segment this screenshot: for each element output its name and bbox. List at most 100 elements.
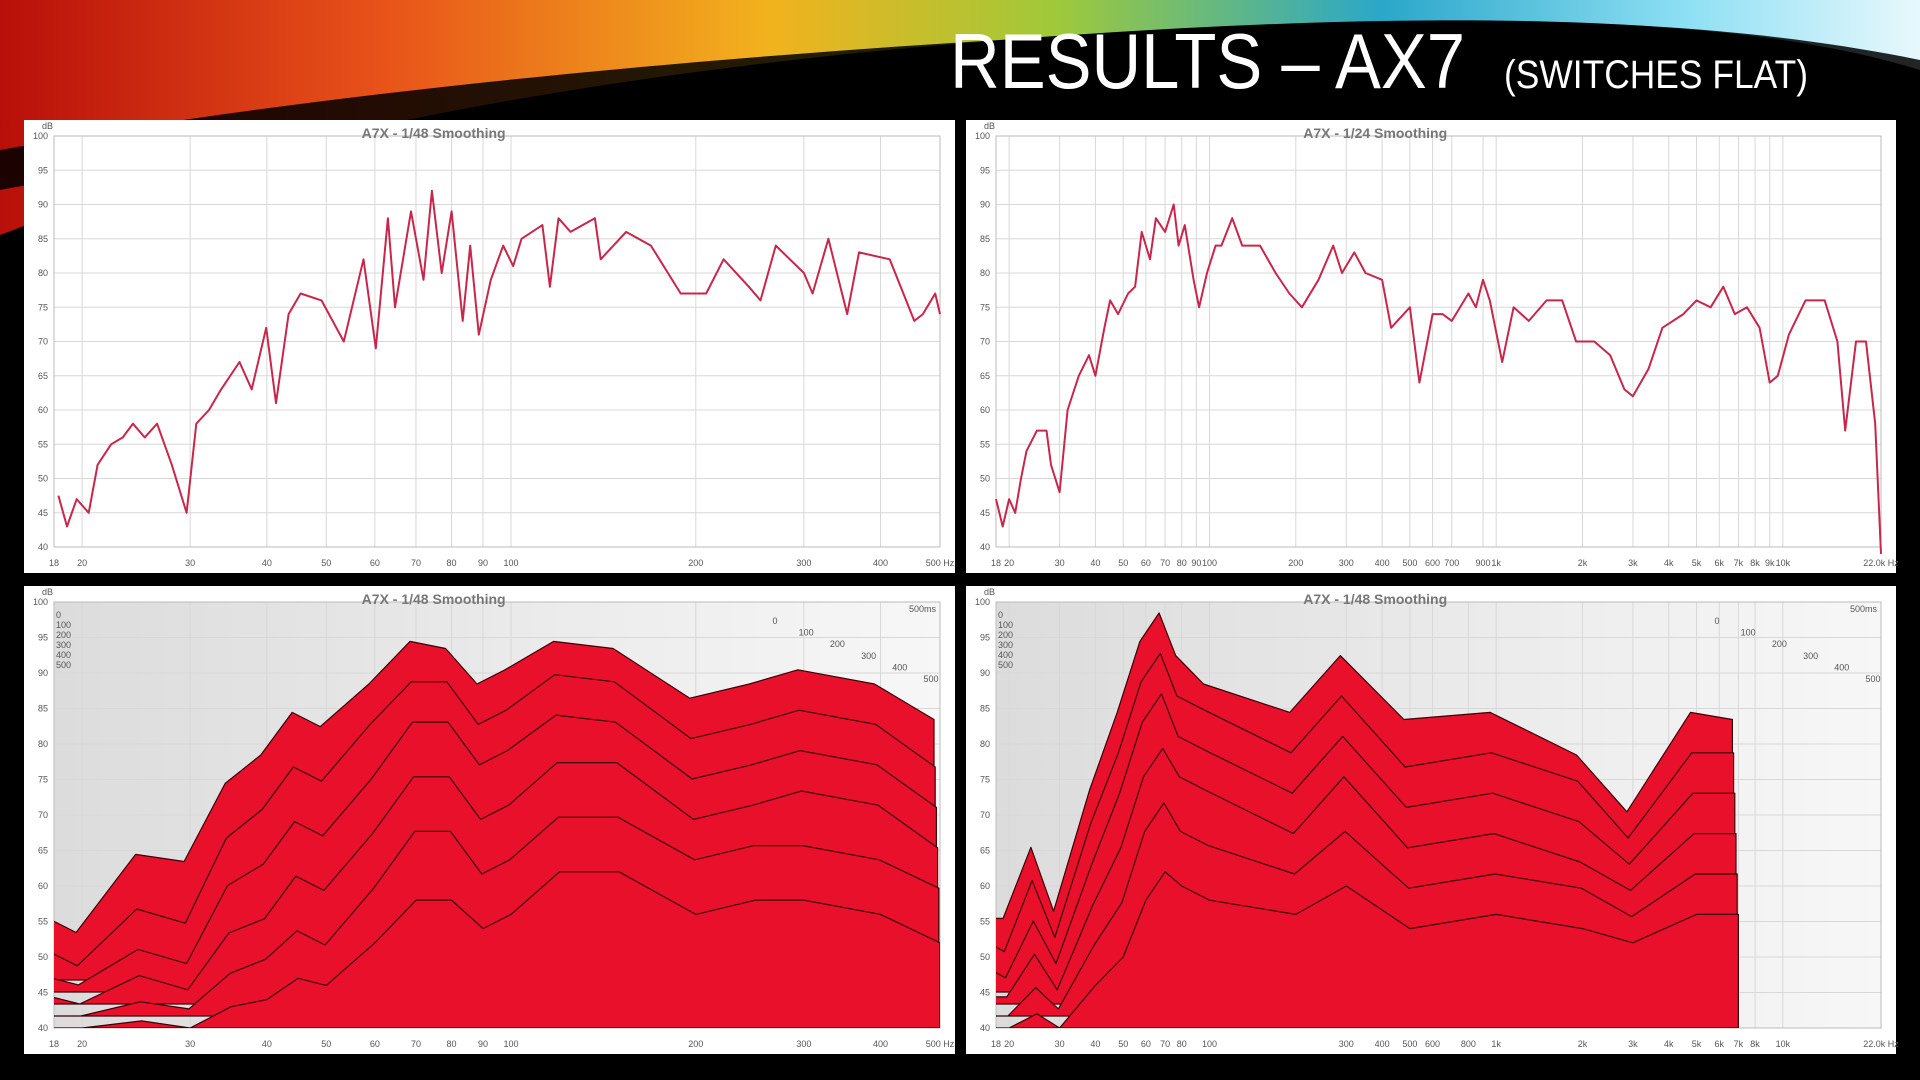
x-tick-label: 700 bbox=[1444, 558, 1459, 568]
x-tick-label: 500 bbox=[1402, 1039, 1417, 1049]
x-tick-label: 40 bbox=[1090, 1039, 1100, 1049]
y-tick-label: 90 bbox=[38, 668, 48, 678]
y-tick-label: 90 bbox=[38, 200, 48, 210]
slices bbox=[54, 640, 940, 1028]
x-tick-label: 70 bbox=[411, 1039, 421, 1049]
x-tick-label: 80 bbox=[1177, 558, 1187, 568]
time-tick-label: 0 bbox=[1714, 616, 1719, 626]
y-tick-label: 45 bbox=[38, 508, 48, 518]
time-tick-label: 100 bbox=[1741, 628, 1756, 638]
x-tick-label: 10k bbox=[1776, 558, 1791, 568]
time-legend-label: 400 bbox=[998, 650, 1013, 660]
response-line bbox=[995, 203, 1882, 554]
panel-background bbox=[24, 120, 955, 573]
y-tick-label: 75 bbox=[38, 775, 48, 785]
x-tick-label: 400 bbox=[1375, 558, 1390, 568]
y-tick-label: 100 bbox=[33, 131, 48, 141]
x-tick-label: 8k bbox=[1750, 558, 1760, 568]
y-tick-label: 60 bbox=[980, 881, 990, 891]
y-tick-label: 50 bbox=[980, 474, 990, 484]
x-tick-label: 7k bbox=[1734, 1039, 1744, 1049]
y-tick-label: 90 bbox=[980, 668, 990, 678]
x-tick-label: 500 Hz bbox=[926, 1039, 955, 1049]
panel-background bbox=[966, 120, 1896, 573]
x-tick-label: 60 bbox=[370, 1039, 380, 1049]
x-tick-label: 500 Hz bbox=[926, 558, 955, 568]
y-tick-label: 95 bbox=[38, 165, 48, 175]
y-tick-label: 55 bbox=[980, 917, 990, 927]
time-tick-label: 200 bbox=[1772, 639, 1787, 649]
time-legend-label: 200 bbox=[56, 630, 71, 640]
x-tick-label: 4k bbox=[1664, 1039, 1674, 1049]
chart-title: A7X - 1/24 Smoothing bbox=[1303, 125, 1447, 141]
x-tick-label: 70 bbox=[411, 558, 421, 568]
x-tick-label: 5k bbox=[1692, 558, 1702, 568]
x-tick-label: 3k bbox=[1628, 1039, 1638, 1049]
time-axis-label: 500ms bbox=[1850, 604, 1878, 614]
x-tick-label: 100 bbox=[1202, 558, 1217, 568]
x-tick-label: 6k bbox=[1714, 558, 1724, 568]
x-tick-label: 40 bbox=[262, 558, 272, 568]
waterfall-slice bbox=[996, 871, 1739, 1028]
x-tick-label: 90 bbox=[478, 1039, 488, 1049]
y-tick-label: 65 bbox=[980, 846, 990, 856]
x-tick-label: 80 bbox=[1177, 1039, 1187, 1049]
x-tick-label: 900 bbox=[1476, 558, 1491, 568]
time-legend-label: 500 bbox=[56, 660, 71, 670]
time-tick-label: 300 bbox=[1803, 651, 1818, 661]
time-legend-label: 0 bbox=[56, 610, 61, 620]
slide-subtitle: (SWITCHES FLAT) bbox=[1504, 53, 1808, 97]
y-tick-label: 75 bbox=[980, 775, 990, 785]
y-tick-label: 50 bbox=[38, 474, 48, 484]
x-tick-label: 4k bbox=[1664, 558, 1674, 568]
y-tick-label: 40 bbox=[38, 1023, 48, 1033]
y-tick-label: 100 bbox=[975, 597, 990, 607]
header-swoosh bbox=[0, 0, 1920, 235]
x-tick-label: 800 bbox=[1461, 1039, 1476, 1049]
y-tick-label: 80 bbox=[980, 739, 990, 749]
x-tick-label: 300 bbox=[1339, 558, 1354, 568]
time-legend-label: 500 bbox=[998, 660, 1013, 670]
y-tick-label: 80 bbox=[980, 268, 990, 278]
x-tick-label: 70 bbox=[1160, 1039, 1170, 1049]
x-tick-label: 60 bbox=[1141, 1039, 1151, 1049]
chart-title: A7X - 1/48 Smoothing bbox=[362, 591, 506, 607]
y-tick-label: 50 bbox=[38, 952, 48, 962]
x-tick-label: 20 bbox=[1004, 1039, 1014, 1049]
time-tick-label: 500 bbox=[923, 674, 938, 684]
header-swoosh-shadow bbox=[0, 21, 1920, 190]
x-tick-label: 30 bbox=[1055, 1039, 1065, 1049]
x-tick-label: 2k bbox=[1578, 558, 1588, 568]
x-tick-label: 22.0k Hz bbox=[1863, 558, 1899, 568]
y-axis-label: dB bbox=[42, 587, 53, 597]
x-tick-label: 20 bbox=[1004, 558, 1014, 568]
time-legend-label: 200 bbox=[998, 630, 1013, 640]
y-tick-label: 60 bbox=[38, 881, 48, 891]
x-tick-label: 40 bbox=[1090, 558, 1100, 568]
x-tick-label: 6k bbox=[1714, 1039, 1724, 1049]
y-tick-label: 70 bbox=[38, 810, 48, 820]
x-tick-label: 18 bbox=[49, 558, 59, 568]
chart-title: A7X - 1/48 Smoothing bbox=[1303, 591, 1447, 607]
y-tick-label: 85 bbox=[980, 234, 990, 244]
y-tick-label: 85 bbox=[38, 704, 48, 714]
slide-title: RESULTS – AX7 bbox=[950, 17, 1465, 105]
y-tick-label: 85 bbox=[980, 704, 990, 714]
x-tick-label: 600 bbox=[1425, 1039, 1440, 1049]
x-tick-label: 400 bbox=[873, 558, 888, 568]
time-tick-label: 400 bbox=[892, 662, 907, 672]
x-tick-label: 600 bbox=[1425, 558, 1440, 568]
y-tick-label: 100 bbox=[33, 597, 48, 607]
chart-title: A7X - 1/48 Smoothing bbox=[362, 125, 506, 141]
x-tick-label: 30 bbox=[185, 558, 195, 568]
y-tick-label: 40 bbox=[980, 1023, 990, 1033]
x-tick-label: 3k bbox=[1628, 558, 1638, 568]
x-tick-label: 20 bbox=[77, 1039, 87, 1049]
y-axis-label: dB bbox=[984, 587, 995, 597]
x-tick-label: 5k bbox=[1692, 1039, 1702, 1049]
time-tick-label: 0 bbox=[772, 616, 777, 626]
